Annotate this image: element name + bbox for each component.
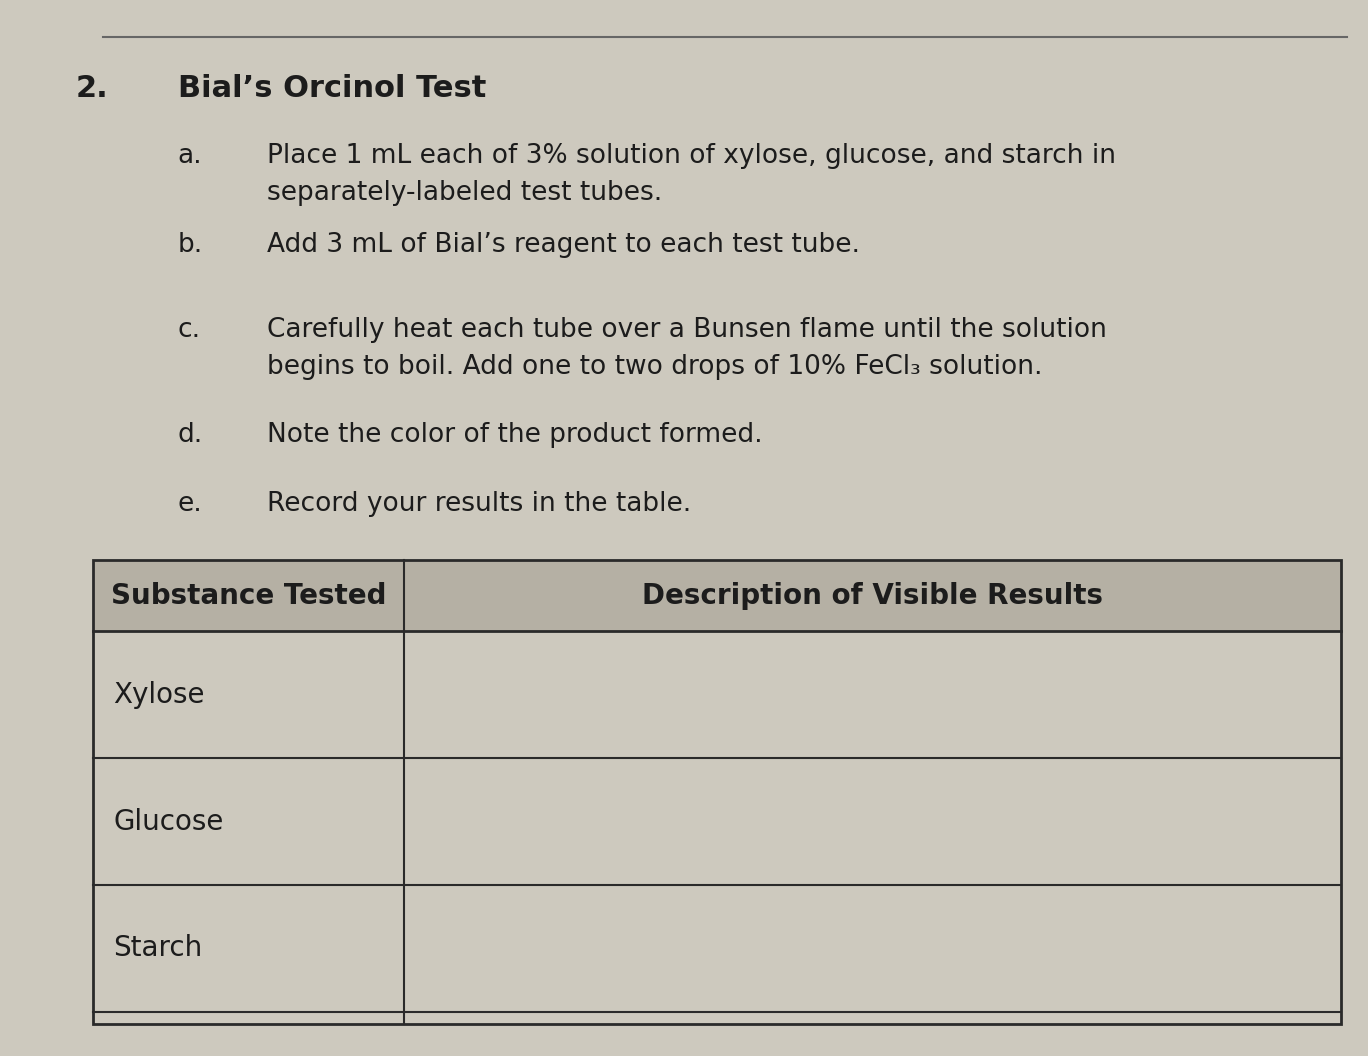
- Text: Substance Tested: Substance Tested: [111, 582, 386, 609]
- Text: Description of Visible Results: Description of Visible Results: [642, 582, 1103, 609]
- Text: Record your results in the table.: Record your results in the table.: [267, 491, 691, 517]
- Text: 2.: 2.: [75, 74, 108, 102]
- Text: Bial’s Orcinol Test: Bial’s Orcinol Test: [178, 74, 486, 102]
- Text: Add 3 mL of Bial’s reagent to each test tube.: Add 3 mL of Bial’s reagent to each test …: [267, 232, 859, 259]
- Text: Starch: Starch: [114, 935, 202, 962]
- Bar: [93, 560, 1341, 1024]
- Text: Place 1 mL each of 3% solution of xylose, glucose, and starch in
separately-labe: Place 1 mL each of 3% solution of xylose…: [267, 143, 1116, 206]
- Bar: [93, 758, 1341, 885]
- Bar: [93, 560, 1341, 631]
- Text: Note the color of the product formed.: Note the color of the product formed.: [267, 422, 762, 449]
- Text: d.: d.: [178, 422, 202, 449]
- Text: Carefully heat each tube over a Bunsen flame until the solution
begins to boil. : Carefully heat each tube over a Bunsen f…: [267, 317, 1107, 380]
- Text: Xylose: Xylose: [114, 681, 205, 709]
- Bar: [93, 631, 1341, 758]
- Bar: [93, 885, 1341, 1012]
- Text: Glucose: Glucose: [114, 808, 224, 835]
- Text: e.: e.: [178, 491, 202, 517]
- Text: b.: b.: [178, 232, 202, 259]
- Text: a.: a.: [178, 143, 202, 169]
- Text: c.: c.: [178, 317, 201, 343]
